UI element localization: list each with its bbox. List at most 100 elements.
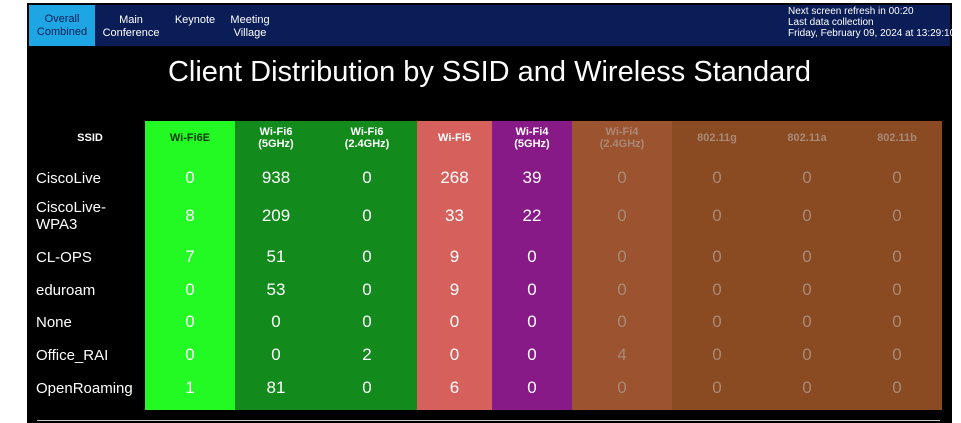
cell-value: 6 [449,378,460,397]
cell-value: 0 [527,345,537,364]
refresh-info: Next screen refresh in 00:20 [788,6,914,17]
cell-value: 0 [712,345,722,364]
cell-value: 0 [527,378,537,397]
cell-value: 9 [449,280,460,299]
cell-value: 81 [266,378,286,397]
cell-value: 0 [362,280,372,299]
cell-value: 0 [892,378,902,397]
column-header: Wi-Fi4 (2.4GHz) [599,126,645,150]
cell-value: 0 [449,345,460,364]
cell-value: 0 [712,168,722,187]
ssid-label: CiscoLive-WPA3 [36,199,107,233]
column-header: Wi-Fi4 (5GHz) [514,126,550,150]
cell-value: 209 [261,206,291,225]
cell-value: 33 [445,206,464,225]
cell-value: 0 [892,280,902,299]
cell-value: 0 [802,345,812,364]
cell-value: 0 [185,168,195,187]
nav-bar [29,5,950,46]
refresh-info: Friday, February 09, 2024 at 13:29:10 [788,28,956,39]
cell-value: 0 [185,345,195,364]
cell-value: 0 [527,280,537,299]
cell-value: 0 [892,206,902,225]
cell-value: 268 [440,168,469,187]
cell-value: 0 [802,378,812,397]
column-header: Wi-Fi5 [438,132,471,144]
cell-value: 0 [802,312,812,331]
column-header: 802.11b [877,132,917,144]
cell-value: 2 [362,345,372,364]
divider [37,420,940,421]
cell-value: 1 [185,378,195,397]
cell-value: 0 [185,312,195,331]
column-bg [762,121,852,410]
column-bg [145,121,235,410]
cell-value: 0 [712,247,722,266]
nav-tab[interactable]: Meeting Village [230,14,270,39]
cell-value: 7 [185,247,195,266]
cell-value: 0 [617,247,627,266]
cell-value: 0 [185,280,195,299]
ssid-label: OpenRoaming [36,379,133,397]
cell-value: 0 [712,312,722,331]
column-bg [852,121,942,410]
cell-value: 22 [522,206,542,225]
cell-value: 0 [802,247,812,266]
cell-value: 0 [527,312,537,331]
cell-value: 0 [362,206,372,225]
column-header: Wi-Fi6E [169,132,211,144]
cell-value: 0 [892,168,902,187]
nav-tab[interactable]: Keynote [174,14,216,26]
cell-value: 938 [261,168,291,187]
nav-tab[interactable]: Main Conference [102,14,160,39]
column-bg [492,121,572,410]
cell-value: 0 [712,280,722,299]
cell-value: 0 [712,378,722,397]
column-bg [672,121,762,410]
refresh-info: Last data collection [788,17,874,28]
cell-value: 0 [271,345,281,364]
cell-value: 0 [362,312,372,331]
cell-value: 51 [266,247,286,266]
cell-value: 0 [617,168,627,187]
column-bg [235,121,317,410]
cell-value: 39 [522,168,542,187]
column-header: 802.11g [697,132,737,144]
cell-value: 0 [362,168,372,187]
cell-value: 0 [802,280,812,299]
cell-value: 0 [802,168,812,187]
cell-value: 0 [712,206,722,225]
cell-value: 0 [617,312,627,331]
cell-value: 0 [271,312,281,331]
column-header: SSID [77,132,103,144]
ssid-label: Office_RAI [36,346,109,364]
column-header: 802.11a [787,132,827,144]
title: Client Distribution by SSID and Wireless… [167,56,812,88]
ssid-label: CiscoLive [36,169,102,187]
column-bg [417,121,492,410]
cell-value: 8 [185,206,195,225]
column-header: Wi-Fi6 (5GHz) [258,126,294,150]
cell-value: 9 [449,247,460,266]
cell-value: 0 [527,247,537,266]
cell-value: 0 [892,345,902,364]
cell-value: 0 [617,378,627,397]
cell-value: 0 [362,247,372,266]
cell-value: 0 [617,206,627,225]
cell-value: 4 [617,345,627,364]
cell-value: 53 [266,280,286,299]
nav-tab[interactable]: Overall Combined [29,5,95,46]
cell-value: 0 [617,280,627,299]
cell-value: 0 [892,247,902,266]
ssid-label: CL-OPS [36,248,92,266]
cell-value: 0 [892,312,902,331]
column-bg [317,121,417,410]
cell-value: 0 [802,206,812,225]
column-bg [572,121,672,410]
ssid-label: eduroam [36,281,96,299]
cell-value: 0 [449,312,460,331]
column-header: Wi-Fi6 (2.4GHz) [344,126,390,150]
ssid-label: None [36,313,72,331]
cell-value: 0 [362,378,372,397]
